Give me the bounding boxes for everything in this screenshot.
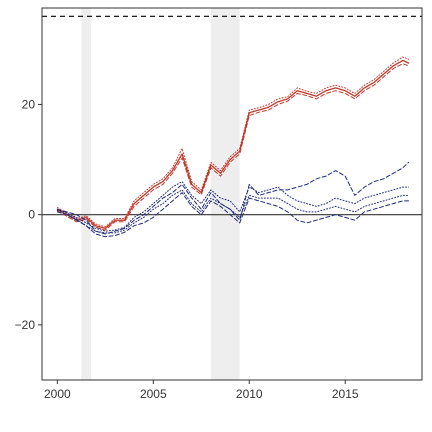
y-tick-label-0: −20 xyxy=(15,318,36,332)
series-line-6 xyxy=(56,189,410,234)
series-layer xyxy=(56,56,410,238)
series-line-4 xyxy=(56,192,410,238)
series-line-2 xyxy=(56,56,410,228)
x-tick-label-1: 2005 xyxy=(140,387,167,401)
series-line-3 xyxy=(56,161,410,235)
series-line-5 xyxy=(56,181,410,232)
series-line-0 xyxy=(56,59,410,230)
y-tick-label-2: 20 xyxy=(22,97,36,111)
x-tick-label-0: 2000 xyxy=(44,387,71,401)
shaded-period-0 xyxy=(81,8,91,380)
series-line-1 xyxy=(56,63,410,231)
reference-lines xyxy=(42,15,422,216)
y-axis: −20 0 20 xyxy=(15,97,42,332)
x-tick-label-2: 2010 xyxy=(236,387,263,401)
y-tick-label-1: 0 xyxy=(28,208,35,222)
x-tick-label-3: 2015 xyxy=(332,387,359,401)
plot-panel-border xyxy=(41,7,423,381)
x-axis: 2000 2005 2010 2015 xyxy=(44,380,359,401)
